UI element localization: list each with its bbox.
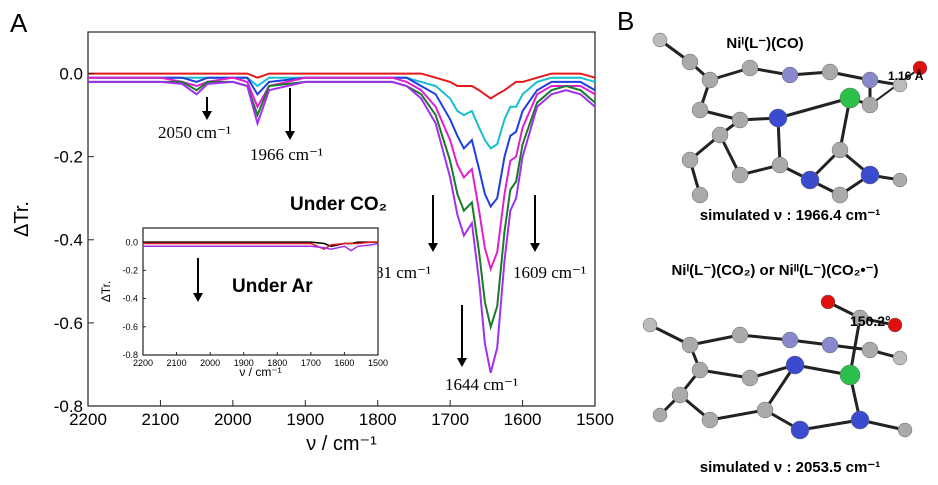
annotation: Under CO₂ — [290, 194, 387, 215]
x-tick-label: 1500 — [368, 358, 388, 368]
x-tick-label: 1600 — [504, 410, 542, 429]
y-tick-label: -0.6 — [122, 322, 138, 332]
x-tick-label: 1900 — [234, 358, 254, 368]
y-tick-label: -0.2 — [54, 148, 83, 167]
spectrum-line — [143, 241, 378, 248]
x-tick-label: 1700 — [301, 358, 321, 368]
geometry-label: 150.2° — [850, 313, 891, 329]
molecule-1-atoms — [652, 32, 928, 204]
y-tick-label: -0.6 — [54, 314, 83, 333]
y-tick-label: -0.2 — [122, 265, 138, 275]
arrow-head — [428, 243, 438, 252]
plot-frame — [142, 227, 379, 356]
y-tick-label: -0.8 — [54, 397, 83, 416]
arrow-head — [457, 358, 467, 367]
structure-caption: simulated ν : 2053.5 cm⁻¹ — [700, 459, 881, 476]
annotation: Under Ar — [232, 276, 313, 297]
panel-label: A — [10, 8, 28, 38]
x-tick-label: 2200 — [69, 410, 107, 429]
x-tick-label: 1900 — [286, 410, 324, 429]
x-axis-label: ν / cm⁻¹ — [239, 365, 281, 379]
arrow-head — [193, 293, 203, 302]
molecule-2-atoms — [642, 294, 913, 440]
x-tick-label: 2000 — [214, 410, 252, 429]
x-tick-label: 2100 — [167, 358, 187, 368]
x-tick-label: 2000 — [200, 358, 220, 368]
spectrum-line — [88, 76, 596, 209]
y-axis-label: ΔTr. — [99, 281, 113, 303]
y-tick-label: -0.8 — [122, 350, 138, 360]
spectrum-line — [88, 76, 596, 273]
arrow-head — [285, 131, 295, 140]
spectrum-line — [143, 242, 379, 252]
y-tick-label: 0.0 — [59, 65, 83, 84]
spectrum-line — [88, 72, 596, 100]
structure-title: Niᴵ(L⁻)(CO₂) or Niᴵᴵ(L⁻)(CO₂•⁻) — [671, 262, 878, 279]
x-tick-label: 1800 — [267, 358, 287, 368]
x-tick-label: 2200 — [133, 358, 153, 368]
arrow-head — [530, 243, 540, 252]
y-tick-label: -0.4 — [54, 231, 83, 250]
structure-title: Niᴵ(L⁻)(CO) — [726, 35, 803, 52]
y-axis-label: ΔTr. — [11, 201, 33, 237]
x-tick-label: 2100 — [142, 410, 180, 429]
y-tick-label: -0.4 — [122, 294, 138, 304]
spectrum-line — [143, 241, 378, 251]
structure-caption: simulated ν : 1966.4 cm⁻¹ — [700, 207, 881, 224]
annotation: 1644 cm⁻¹ — [445, 375, 518, 394]
x-tick-label: 1600 — [334, 358, 354, 368]
arrow-head — [202, 111, 212, 120]
spectrum-line — [88, 80, 596, 374]
y-tick-label: 0.0 — [125, 237, 138, 247]
x-tick-label: 1500 — [576, 410, 614, 429]
panel-label: B — [617, 6, 634, 36]
x-tick-label: 1800 — [359, 410, 397, 429]
annotation: 1966 cm⁻¹ — [250, 145, 323, 164]
annotation: 2050 cm⁻¹ — [158, 123, 231, 142]
geometry-label: 1.16 Å — [888, 68, 924, 83]
annotation: 1609 cm⁻¹ — [513, 263, 586, 282]
x-axis-label: ν / cm⁻¹ — [306, 433, 377, 455]
x-tick-label: 1700 — [431, 410, 469, 429]
